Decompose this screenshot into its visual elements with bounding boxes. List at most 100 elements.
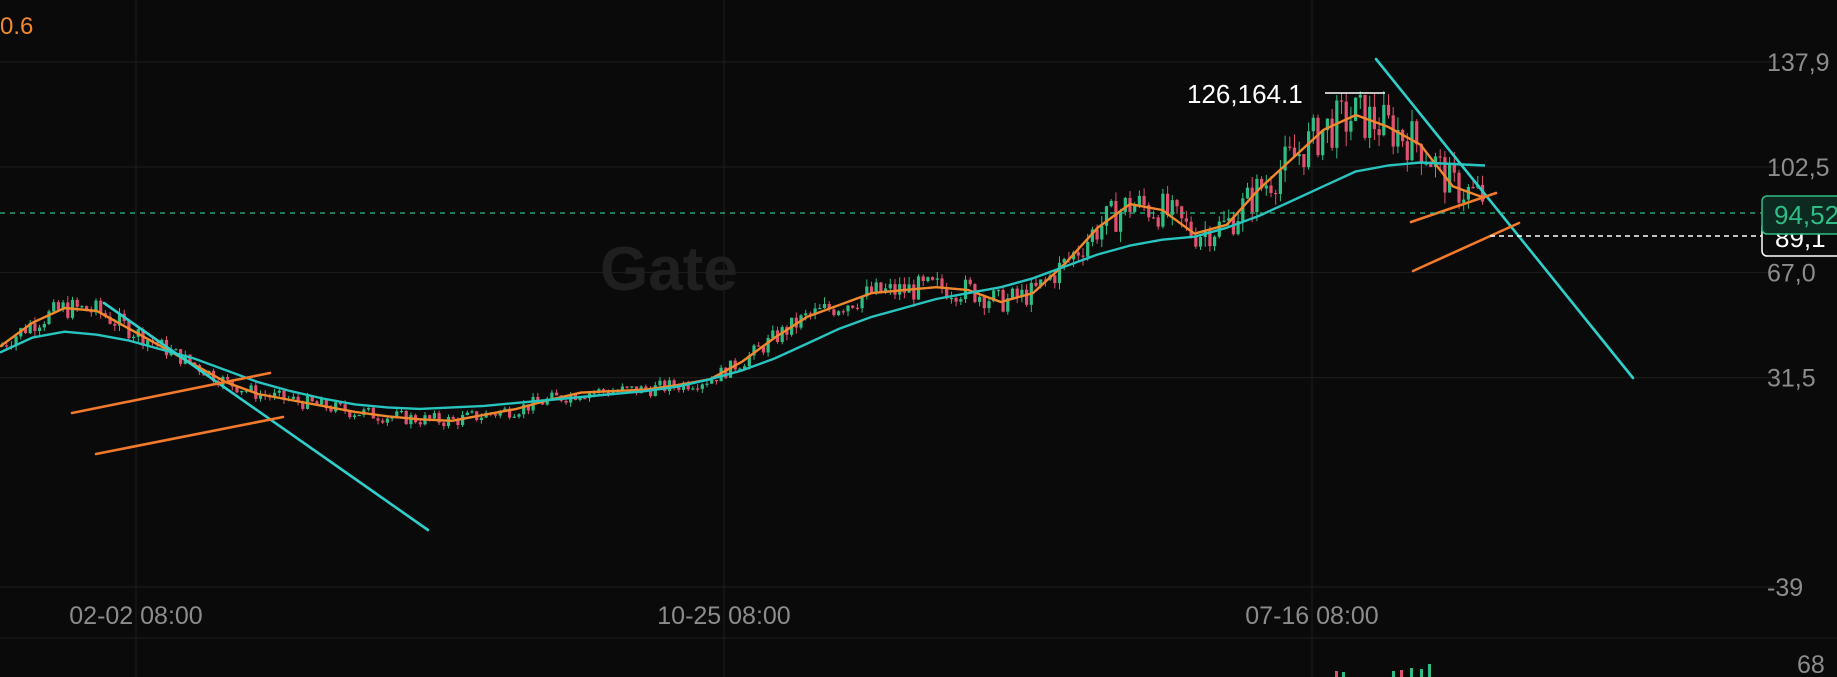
candle-body xyxy=(743,366,747,369)
y-tick-label: 137,9 xyxy=(1767,49,1830,77)
candle-body xyxy=(329,408,333,412)
candle-body xyxy=(395,411,399,417)
candle-body xyxy=(1180,206,1184,219)
candle-body xyxy=(315,401,319,405)
candle-body xyxy=(945,288,949,299)
candle-body xyxy=(503,408,507,411)
candle-body xyxy=(1189,221,1193,237)
candle-body xyxy=(273,392,277,398)
x-tick-label: 07-16 08:00 xyxy=(1245,602,1378,630)
candle-body xyxy=(343,404,347,412)
candle-body xyxy=(818,308,822,310)
candle-body xyxy=(1208,230,1212,247)
candle-body xyxy=(1297,154,1301,157)
candle-body xyxy=(808,313,812,315)
candle-body xyxy=(1462,199,1466,203)
candle-body xyxy=(841,311,845,313)
candle-body xyxy=(522,404,526,415)
candle-body xyxy=(677,386,681,390)
candle-body xyxy=(1010,288,1015,299)
candle-body xyxy=(282,390,286,400)
candle-body xyxy=(80,306,84,308)
candle-body xyxy=(1480,184,1485,202)
candle-body xyxy=(1137,195,1141,206)
high-annotation: 126,164.1 xyxy=(1187,79,1385,109)
candle-body xyxy=(33,323,37,332)
candle-body xyxy=(1227,218,1231,221)
candle-body xyxy=(1354,97,1358,121)
candle-body xyxy=(1471,186,1475,189)
candle-body xyxy=(1424,163,1428,165)
candle-body xyxy=(418,422,422,425)
candle-body xyxy=(1288,146,1292,148)
candle-body xyxy=(992,290,996,302)
candle-body xyxy=(1396,129,1400,147)
candle-body xyxy=(644,386,648,390)
candle-body xyxy=(1250,187,1254,213)
x-axis: 02-02 08:00 10-25 08:00 07-16 08:00 xyxy=(69,602,1378,630)
candle-body xyxy=(564,400,568,403)
candle-body xyxy=(902,284,906,293)
candle-body xyxy=(348,411,352,418)
candle-body xyxy=(691,388,695,390)
candle-body xyxy=(338,402,342,405)
candle-body xyxy=(771,330,775,338)
candle-body xyxy=(1245,187,1250,199)
candle-body xyxy=(931,277,935,280)
candle-body xyxy=(1438,156,1442,158)
candle-body xyxy=(376,418,380,421)
candle-body xyxy=(827,303,831,310)
candle-body xyxy=(1255,178,1259,213)
candle-body xyxy=(1090,229,1094,242)
candle-body xyxy=(738,368,742,370)
candle-body xyxy=(1358,94,1362,98)
candle-body xyxy=(672,380,676,387)
candle-body xyxy=(508,408,512,418)
candle-body xyxy=(334,402,338,412)
volume-bars xyxy=(1335,664,1431,677)
channel-upper-trendline xyxy=(1409,191,1498,224)
candle-body xyxy=(1260,178,1264,189)
candle-body xyxy=(479,417,483,421)
drawn-trendlines[interactable] xyxy=(70,57,1635,532)
candle-body xyxy=(1349,120,1353,132)
candle-body xyxy=(686,382,690,390)
candle-body xyxy=(1292,147,1297,157)
current-price-tag xyxy=(1761,195,1837,235)
candle-body xyxy=(996,289,1000,292)
candle-body xyxy=(385,418,389,423)
candle-body xyxy=(536,396,540,402)
candle-body xyxy=(555,392,559,396)
top-left-value: 0.6 xyxy=(0,13,33,40)
candle-body xyxy=(174,349,178,351)
candle-body xyxy=(620,386,624,391)
candle-body xyxy=(1184,218,1188,222)
candle-body xyxy=(1222,220,1226,222)
candle-body xyxy=(89,311,93,313)
x-tick-label: 10-25 08:00 xyxy=(657,602,790,630)
candle-body xyxy=(1170,200,1174,215)
candle-body xyxy=(296,396,300,403)
candle-body xyxy=(1057,262,1062,284)
candle-body xyxy=(1109,200,1113,207)
candle-body xyxy=(99,300,103,314)
ma_fast-line xyxy=(0,113,1486,422)
candle-body xyxy=(310,395,314,402)
candle-body xyxy=(1415,121,1419,145)
candle-body xyxy=(1020,289,1024,298)
candle-body xyxy=(291,396,295,399)
candle-body xyxy=(1123,197,1127,212)
candle-body xyxy=(1330,118,1334,148)
candle-body xyxy=(108,316,112,324)
candle-body xyxy=(526,404,530,411)
candle-body xyxy=(52,302,56,312)
candle-body xyxy=(757,345,761,347)
candle-body xyxy=(982,296,986,309)
candle-body xyxy=(1095,229,1099,240)
candle-body xyxy=(1119,211,1123,232)
candle-body xyxy=(512,416,516,418)
candle-body xyxy=(1241,198,1245,222)
candle-body xyxy=(1311,117,1315,132)
